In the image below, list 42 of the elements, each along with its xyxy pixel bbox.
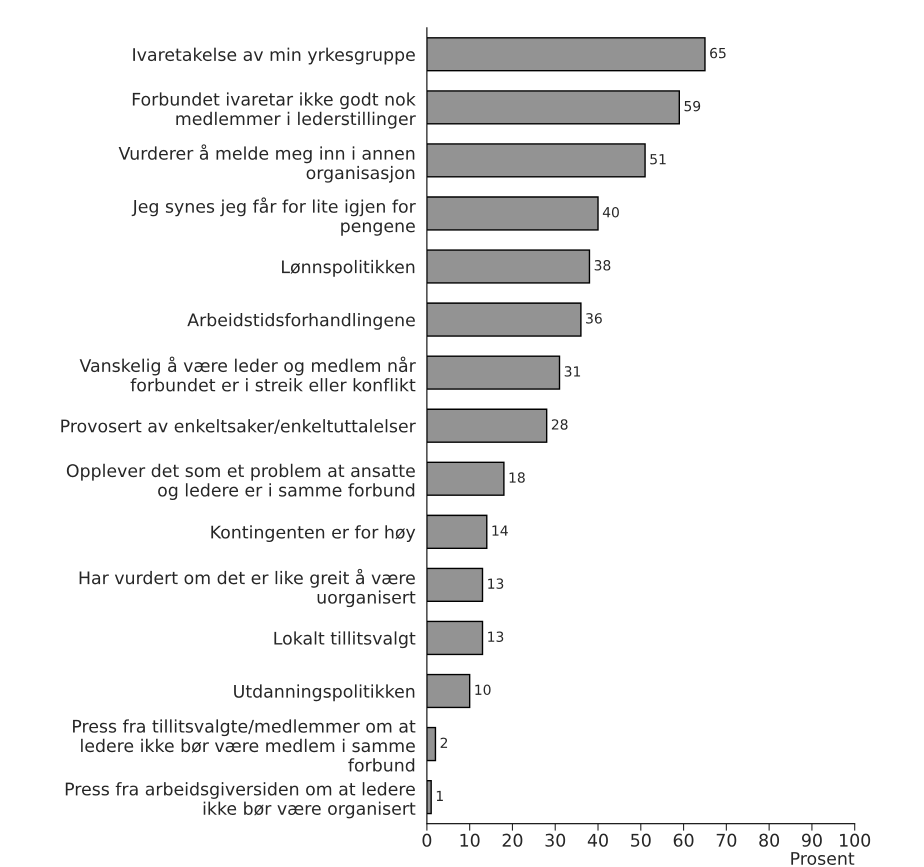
data-label: 13 — [488, 631, 504, 642]
data-label: 18 — [510, 472, 525, 483]
x-tick-label: 40 — [588, 834, 608, 847]
x-tick-label: 80 — [759, 834, 780, 847]
y-tick-label: Press fra tillitsvalgte/medlemmer om at ledere ikke bør være medlem i samme forbund — [73, 719, 416, 772]
x-tick-label: 100 — [840, 834, 870, 847]
x-tick-label: 70 — [716, 834, 736, 847]
y-tick-label: Har vurdert om det er like greit å være uorganisert — [80, 568, 416, 608]
x-tick-label: 30 — [546, 834, 566, 847]
data-label: 40 — [602, 206, 619, 218]
y-tick-label: Jeg synes jeg får for lite igjen for pengene — [132, 197, 416, 236]
data-label: 13 — [488, 578, 504, 589]
x-tick-label: 60 — [674, 834, 694, 847]
x-tick-label: 90 — [802, 834, 822, 847]
data-label: 59 — [684, 100, 700, 112]
y-tick-label: Lokalt tillitsvalgt — [274, 631, 416, 648]
y-tick-label: Forbundet ivaretar ikke godt nok medlemmer i lederstillinger — [132, 92, 416, 129]
data-label: 2 — [440, 738, 448, 748]
y-tick-label: Arbeidstidsforhandlingene — [187, 312, 415, 330]
data-label: 1 — [436, 790, 443, 801]
data-label: 31 — [564, 366, 580, 377]
y-tick-label: Ivaretakelse av min yrkesgruppe — [133, 48, 415, 64]
y-tick-label: Opplever det som et problem at ansatte og ledere er i samme forbund — [66, 464, 415, 500]
y-tick-label: Provosert av enkeltsaker/enkeltuttalelser — [61, 419, 416, 434]
y-tick-label: Vanskelig å være leder og medlem når forbundet er i streik eller konflikt — [80, 356, 416, 392]
y-tick-label: Kontingenten er for høy — [211, 525, 416, 542]
y-tick-label: Press fra arbeidsgiversiden om at ledere ikke bør være organisert — [66, 782, 416, 818]
data-label: 36 — [586, 313, 602, 324]
x-tick-label: 50 — [631, 834, 651, 847]
y-tick-label: Utdanningspolitikken — [234, 684, 414, 702]
data-label: 38 — [594, 260, 610, 271]
y-tick-label: Lønnspolitikken — [282, 260, 414, 277]
y-tick-label: Vurderer å melde meg inn i annen organisasjon — [118, 144, 414, 183]
x-tick-label: 20 — [502, 834, 522, 847]
data-label: 65 — [710, 48, 726, 58]
x-axis-title: Prosent — [791, 852, 854, 865]
data-label: 14 — [492, 526, 508, 536]
x-tick-label: 0 — [422, 834, 432, 847]
x-tick-label: 10 — [460, 834, 480, 847]
data-label: 10 — [475, 684, 491, 696]
data-label: 51 — [650, 154, 666, 164]
data-label: 28 — [552, 419, 568, 430]
